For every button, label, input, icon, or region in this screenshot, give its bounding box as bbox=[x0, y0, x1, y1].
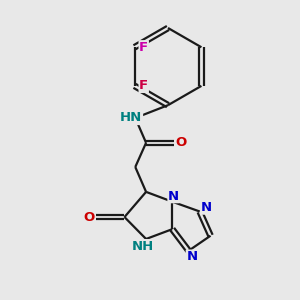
Text: O: O bbox=[83, 211, 94, 224]
Text: O: O bbox=[175, 136, 186, 149]
Text: F: F bbox=[139, 80, 148, 92]
Text: HN: HN bbox=[120, 111, 142, 124]
Text: N: N bbox=[186, 250, 197, 263]
Text: F: F bbox=[139, 41, 148, 54]
Text: N: N bbox=[168, 190, 179, 202]
Text: NH: NH bbox=[132, 240, 154, 253]
Text: N: N bbox=[201, 201, 212, 214]
